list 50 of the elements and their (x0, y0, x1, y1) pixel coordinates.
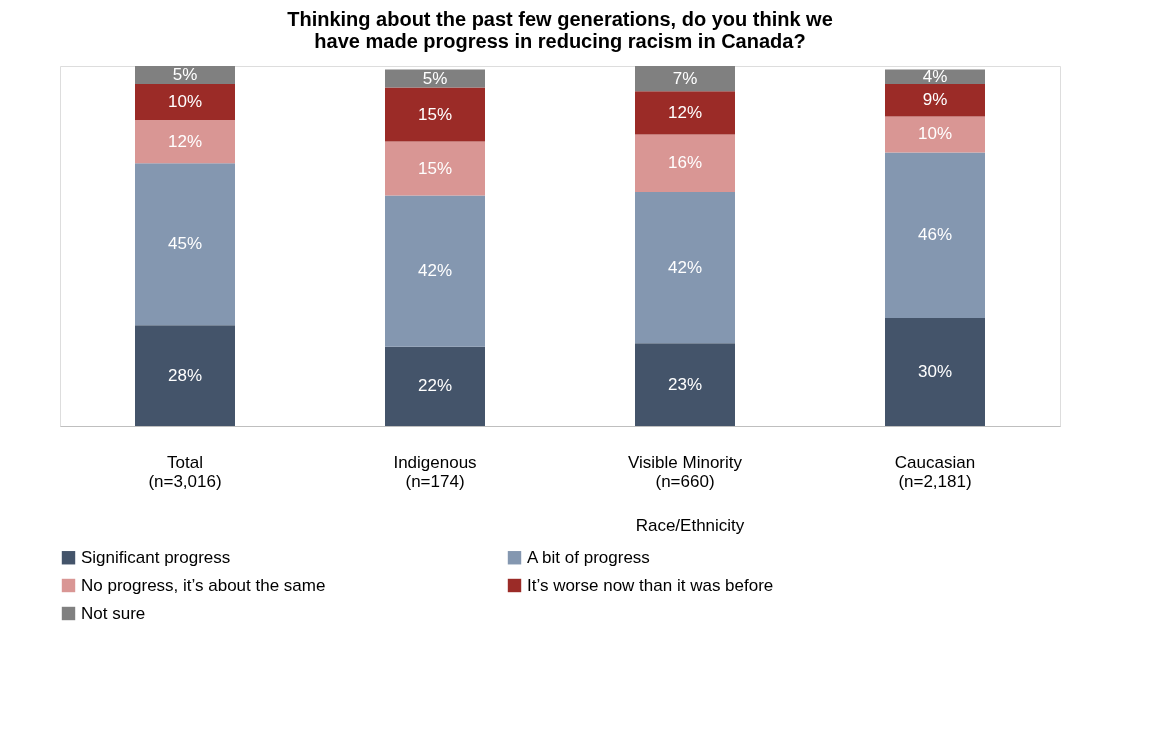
bar (635, 134, 735, 192)
data-label: 30% (917, 362, 953, 381)
data-label: 28% (167, 365, 203, 385)
data-label: 10% (167, 92, 203, 111)
data-label: 9% (922, 90, 948, 110)
data-label: 4% (922, 66, 948, 86)
x-tick-label: Caucasian (n=2,181) (894, 452, 976, 491)
data-label: 5% (172, 65, 198, 84)
bar (885, 116, 985, 153)
bar (385, 141, 485, 196)
x-tick-label: Indigenous (n=174) (393, 452, 477, 491)
legend-label: It’s worse now than it was before (527, 575, 774, 595)
bar (135, 84, 235, 120)
bar (135, 120, 235, 164)
data-label: 15% (417, 158, 453, 178)
data-label: 12% (167, 131, 203, 151)
bar (885, 84, 985, 117)
bar (635, 192, 735, 344)
bar (135, 163, 235, 326)
text: Race/Ethnicity (635, 516, 745, 535)
data-label: 22% (417, 376, 453, 396)
bar (635, 66, 735, 92)
legend-label: Not sure (81, 603, 146, 623)
data-label: 16% (667, 153, 703, 173)
bar (385, 346, 485, 426)
data-label: 42% (417, 261, 453, 281)
data-label: 15% (417, 104, 453, 124)
data-label: 10% (917, 124, 953, 144)
bar (885, 318, 985, 426)
data-label: 42% (667, 257, 703, 277)
legend-label: A bit of progress (527, 547, 650, 567)
legend-label: No progress, it’s about the same (81, 575, 326, 595)
legend-label: Significant progress (81, 547, 231, 567)
bar (385, 195, 485, 347)
bar (135, 66, 235, 84)
bar (385, 69, 485, 88)
bar (135, 325, 235, 426)
data-label: 12% (667, 102, 703, 122)
bar (635, 91, 735, 135)
data-label: 7% (672, 68, 698, 88)
x-tick-label: Visible Minority (n=660) (627, 452, 743, 491)
chart-title: Thinking about the past few generations, do you think we have made progress in reducing racism in Canada? (287, 8, 833, 52)
data-label: 46% (917, 225, 953, 245)
bar (635, 343, 735, 426)
bar (385, 87, 485, 142)
bar (885, 152, 985, 318)
data-label: 5% (422, 68, 448, 88)
data-label: 23% (667, 374, 703, 394)
x-tick-label: Total (n=3,016) (148, 452, 222, 491)
data-label: 45% (167, 234, 203, 254)
